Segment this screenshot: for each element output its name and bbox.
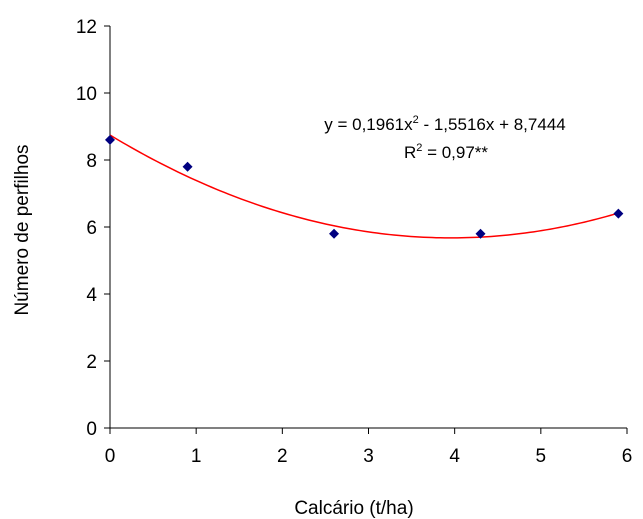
- data-point: [182, 161, 193, 172]
- y-tick-label: 8: [86, 151, 97, 172]
- x-axis-title: Calcário (t/ha): [294, 498, 413, 519]
- r2-superscript: 2: [416, 142, 422, 154]
- y-tick-label: 0: [86, 419, 97, 440]
- y-tick-label: 10: [76, 84, 97, 105]
- y-axis-title: Número de perfilhos: [12, 144, 33, 315]
- x-tick-label: 1: [191, 446, 202, 467]
- y-tick-label: 4: [86, 285, 97, 306]
- y-tick-label: 6: [86, 218, 97, 239]
- y-ticks: 0 2 4 6 8 10 12: [76, 17, 110, 440]
- r2-rest: = 0,97**: [422, 143, 488, 162]
- y-tick-label: 12: [76, 17, 97, 38]
- y-tick-label: 2: [86, 352, 97, 373]
- x-tick-label: 5: [536, 446, 547, 467]
- data-points: [105, 134, 624, 239]
- data-point: [475, 228, 486, 239]
- x-tick-label: 4: [449, 446, 460, 467]
- data-point: [105, 134, 115, 145]
- data-point: [613, 208, 624, 219]
- x-tick-label: 2: [277, 446, 288, 467]
- x-tick-label: 6: [622, 446, 633, 467]
- x-tick-label: 3: [363, 446, 374, 467]
- x-tick-label: 0: [105, 446, 116, 467]
- axes: [109, 26, 627, 429]
- x-ticks: 0 1 2 3 4 5 6: [105, 428, 633, 467]
- equation-rest: - 1,5516x + 8,7444: [419, 115, 566, 134]
- trendline-equation: y = 0,1961x2 - 1,5516x + 8,7444: [324, 114, 565, 134]
- r-squared-label: R2 = 0,97**: [404, 142, 488, 162]
- data-point: [329, 228, 340, 239]
- equation-superscript: 2: [413, 114, 419, 126]
- r2-prefix: R: [404, 143, 416, 162]
- trendline-curve: [109, 134, 619, 239]
- equation-prefix: y = 0,1961x: [324, 115, 413, 134]
